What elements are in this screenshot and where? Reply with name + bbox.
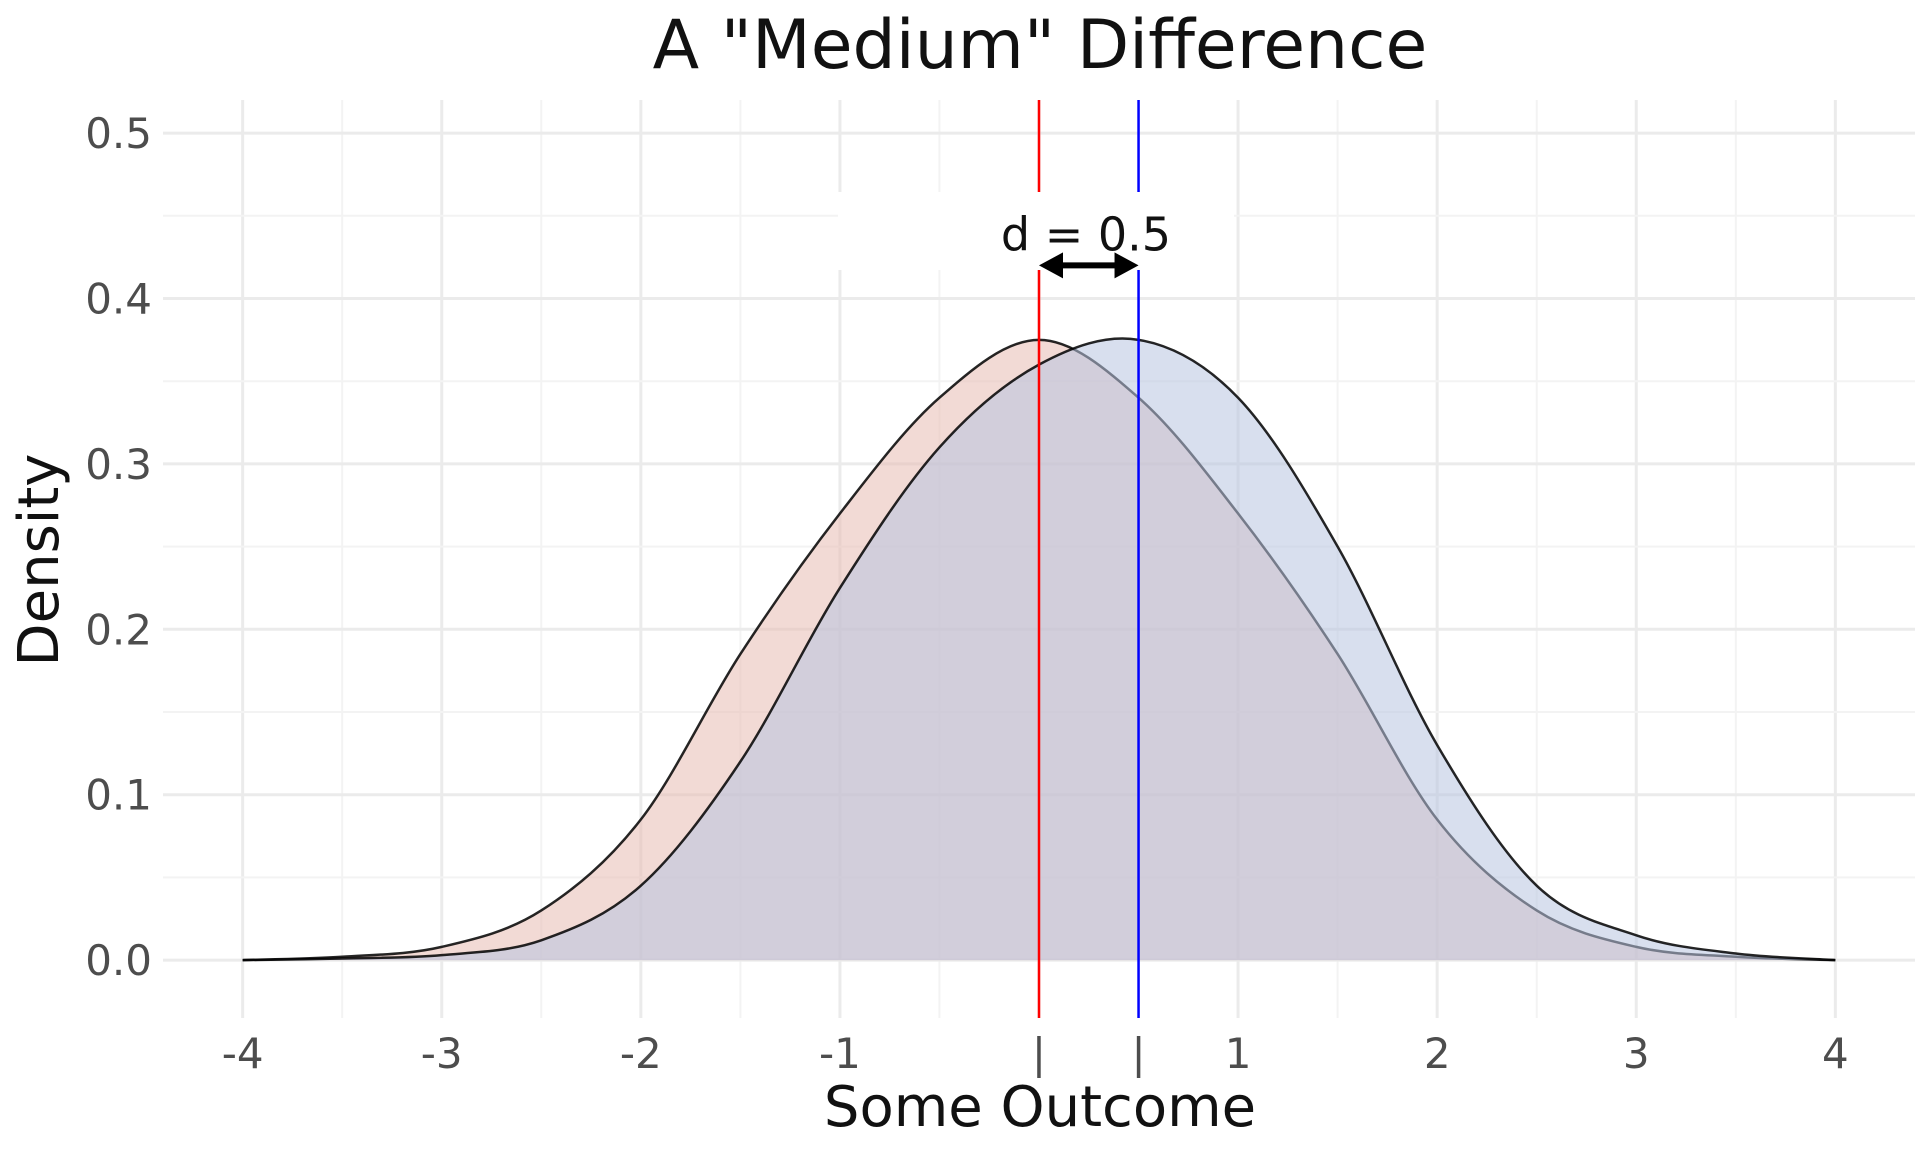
x-tick-label: | xyxy=(1032,1029,1046,1078)
y-tick-label: 0.1 xyxy=(85,771,152,820)
x-tick-label: 3 xyxy=(1623,1029,1650,1078)
x-tick-label: -1 xyxy=(819,1029,861,1078)
y-tick-label: 0.0 xyxy=(85,936,152,985)
y-axis-title: Density xyxy=(7,454,72,667)
x-tick-label: | xyxy=(1131,1029,1145,1078)
difference-annotation: d = 0.5 xyxy=(838,192,1234,279)
annotation-label: d = 0.5 xyxy=(1001,208,1171,262)
x-tick-label: 1 xyxy=(1225,1029,1252,1078)
x-tick-label: 2 xyxy=(1424,1029,1451,1078)
chart-title: A "Medium" Difference xyxy=(653,6,1428,85)
axis-ticks: -4 -3 -2 -1 | | 1 2 3 4 0.0 0.1 0.2 0.3 0.4 0.5 xyxy=(85,109,1849,1078)
annotation-label-background xyxy=(838,192,1234,270)
x-tick-label: -4 xyxy=(222,1029,264,1078)
y-tick-label: 0.3 xyxy=(85,440,152,489)
y-tick-label: 0.2 xyxy=(85,605,152,654)
y-tick-label: 0.5 xyxy=(85,109,152,158)
x-tick-label: 4 xyxy=(1822,1029,1849,1078)
x-tick-label: -3 xyxy=(421,1029,463,1078)
x-tick-label: -2 xyxy=(620,1029,662,1078)
x-axis-title: Some Outcome xyxy=(824,1075,1256,1140)
arrowhead-left xyxy=(1039,252,1063,279)
arrowhead-right xyxy=(1114,252,1139,279)
y-tick-label: 0.4 xyxy=(85,274,152,323)
